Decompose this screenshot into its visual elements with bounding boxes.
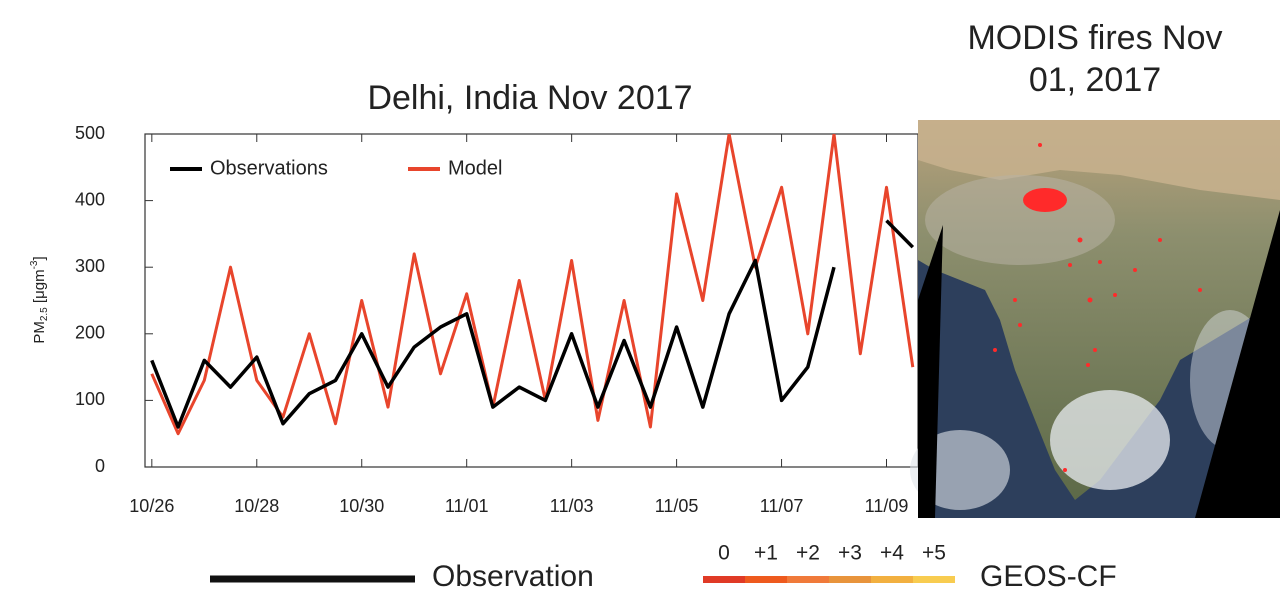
y-tick-label: 400 — [75, 189, 105, 209]
lead-label: +4 — [880, 542, 904, 565]
image-title: MODIS fires Nov — [967, 19, 1222, 57]
legend-label: Model — [448, 157, 502, 179]
lead-swatch — [829, 576, 871, 583]
legend-label: Observations — [210, 157, 328, 179]
x-tick-label: 10/30 — [339, 496, 384, 516]
lead-label: +5 — [922, 542, 946, 565]
image-title: 01, 2017 — [1029, 61, 1161, 99]
x-tick-label: 11/09 — [865, 496, 909, 516]
lead-swatch — [871, 576, 913, 583]
lead-swatch — [703, 576, 745, 583]
legend-label: Observation — [432, 560, 594, 591]
lead-label: +2 — [796, 542, 820, 565]
x-tick-label: 10/28 — [234, 496, 279, 516]
series-line — [152, 221, 913, 427]
chart: Delhi, India Nov 2017 MODIS fires Nov 01… — [0, 0, 1280, 591]
x-tick-label: 11/03 — [550, 496, 594, 516]
y-tick-label: 500 — [75, 123, 105, 143]
y-tick-label: 200 — [75, 323, 105, 343]
y-label-part: [μgm — [31, 269, 48, 307]
y-axis-label: PM2.5 [μgm-3] — [29, 256, 50, 343]
x-tick-label: 10/26 — [129, 496, 174, 516]
x-tick-label: 11/05 — [655, 496, 699, 516]
y-tick-label: 300 — [75, 256, 105, 276]
lead-swatch — [787, 576, 829, 583]
slide: Delhi, India Nov 2017 MODIS fires Nov 01… — [0, 0, 1280, 591]
lead-label: 0 — [718, 542, 730, 565]
lead-label: +1 — [754, 542, 778, 565]
legend-label: GEOS-CF — [980, 560, 1117, 591]
y-label-part: 2.5 — [39, 307, 50, 321]
satellite-image — [910, 120, 1280, 518]
y-label-part: ] — [31, 256, 48, 260]
x-tick-label: 11/01 — [445, 496, 489, 516]
x-tick-label: 11/07 — [760, 496, 804, 516]
lead-label: +3 — [838, 542, 862, 565]
y-label-part: PM — [31, 321, 48, 344]
lead-swatch — [745, 576, 787, 583]
y-tick-label: 0 — [95, 456, 105, 476]
lead-swatch — [913, 576, 955, 583]
y-tick-label: 100 — [75, 389, 105, 409]
chart-title: Delhi, India Nov 2017 — [367, 79, 692, 117]
